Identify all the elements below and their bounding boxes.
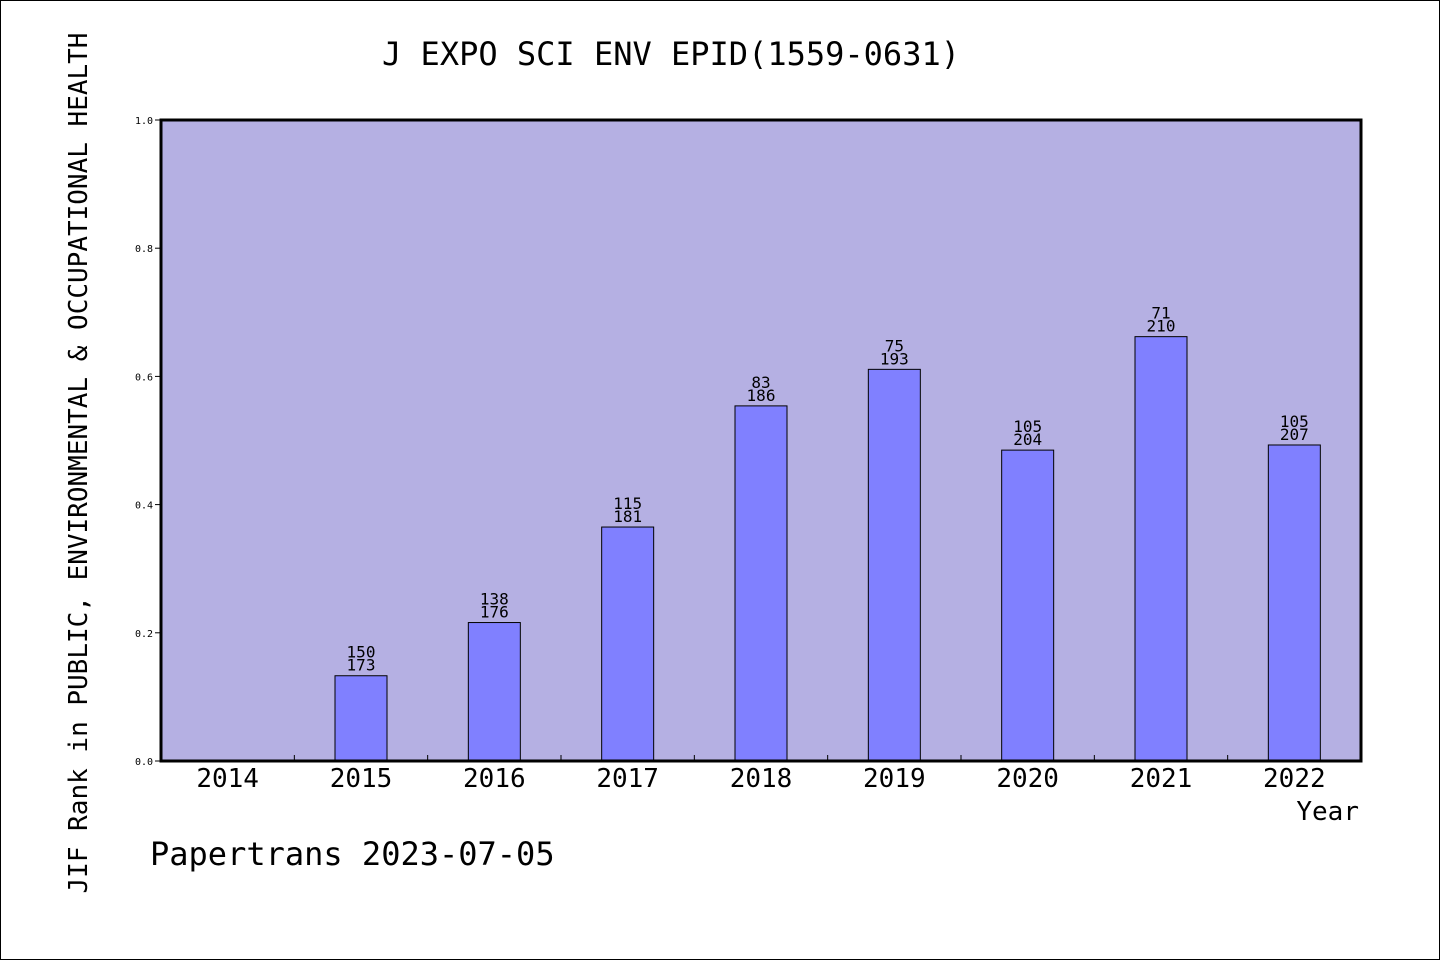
y-tick-label: 0.4 bbox=[135, 501, 153, 512]
bar-rank-label: 105 bbox=[1013, 417, 1042, 436]
bar-total-label: 186 bbox=[747, 386, 776, 405]
bar-rank-label: 150 bbox=[347, 643, 376, 662]
x-tick-label: 2015 bbox=[330, 764, 393, 794]
bar-total-label: 207 bbox=[1280, 425, 1309, 444]
x-tick-label: 2018 bbox=[730, 764, 793, 794]
chart-title: J EXPO SCI ENV EPID(1559-0631) bbox=[382, 35, 960, 73]
bar-rank-label: 75 bbox=[885, 336, 904, 355]
bar-rank-label: 105 bbox=[1280, 412, 1309, 431]
bar bbox=[334, 675, 388, 762]
bar bbox=[1134, 336, 1188, 762]
x-axis-label: Year bbox=[1296, 797, 1359, 827]
bar bbox=[867, 368, 921, 762]
bar-total-label: 210 bbox=[1147, 317, 1176, 336]
x-tick-label: 2022 bbox=[1263, 764, 1326, 794]
bar-rank-label: 83 bbox=[751, 373, 770, 392]
bar-total-label: 193 bbox=[880, 349, 909, 368]
bar-rank-label: 115 bbox=[613, 494, 642, 513]
y-tick-label: 0.6 bbox=[135, 372, 153, 383]
bar-total-label: 173 bbox=[347, 656, 376, 675]
bar bbox=[734, 405, 788, 762]
x-tick-label: 2020 bbox=[996, 764, 1059, 794]
plot-frame bbox=[159, 118, 1363, 763]
bar-total-label: 176 bbox=[480, 603, 509, 622]
x-tick-label: 2016 bbox=[463, 764, 526, 794]
bar bbox=[1001, 449, 1055, 762]
y-tick-label: 0.2 bbox=[135, 629, 153, 640]
x-tick-label: 2014 bbox=[196, 764, 259, 794]
y-tick-label: 0.0 bbox=[135, 757, 153, 768]
bar bbox=[1267, 444, 1321, 762]
bar-total-label: 181 bbox=[613, 507, 642, 526]
y-tick-label: 0.8 bbox=[135, 244, 153, 255]
bar-total-label: 204 bbox=[1013, 430, 1042, 449]
x-tick-label: 2017 bbox=[596, 764, 659, 794]
x-tick-label: 2019 bbox=[863, 764, 926, 794]
footer-note: Papertrans 2023-07-05 bbox=[150, 835, 555, 873]
bar-rank-label: 138 bbox=[480, 590, 509, 609]
y-tick-label: 1.0 bbox=[135, 116, 153, 127]
x-tick-label: 2021 bbox=[1130, 764, 1193, 794]
bar bbox=[601, 526, 655, 762]
bar bbox=[467, 622, 521, 762]
bar-rank-label: 71 bbox=[1151, 304, 1170, 323]
